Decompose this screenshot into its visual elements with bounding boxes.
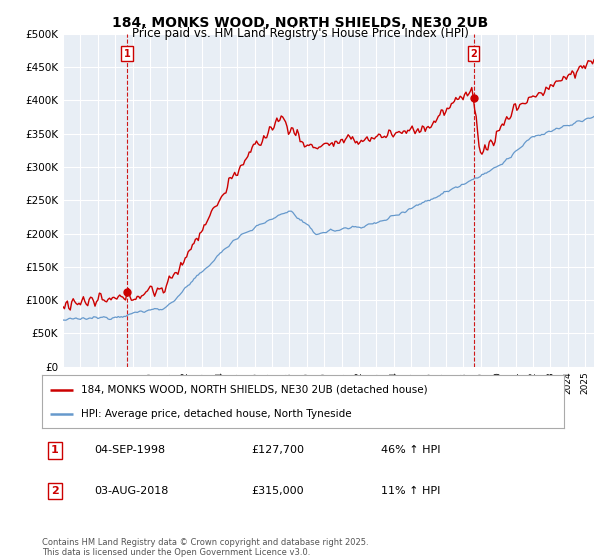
Text: £315,000: £315,000 bbox=[251, 486, 304, 496]
Text: 46% ↑ HPI: 46% ↑ HPI bbox=[382, 445, 441, 455]
Text: Contains HM Land Registry data © Crown copyright and database right 2025.
This d: Contains HM Land Registry data © Crown c… bbox=[42, 538, 368, 557]
Text: 2: 2 bbox=[470, 49, 477, 59]
Text: 1: 1 bbox=[51, 445, 59, 455]
Text: 11% ↑ HPI: 11% ↑ HPI bbox=[382, 486, 440, 496]
Text: Price paid vs. HM Land Registry's House Price Index (HPI): Price paid vs. HM Land Registry's House … bbox=[131, 27, 469, 40]
Text: 184, MONKS WOOD, NORTH SHIELDS, NE30 2UB (detached house): 184, MONKS WOOD, NORTH SHIELDS, NE30 2UB… bbox=[81, 385, 428, 395]
Text: 03-AUG-2018: 03-AUG-2018 bbox=[94, 486, 169, 496]
Text: 184, MONKS WOOD, NORTH SHIELDS, NE30 2UB: 184, MONKS WOOD, NORTH SHIELDS, NE30 2UB bbox=[112, 16, 488, 30]
Text: HPI: Average price, detached house, North Tyneside: HPI: Average price, detached house, Nort… bbox=[81, 409, 352, 419]
Text: 1: 1 bbox=[124, 49, 130, 59]
Text: 04-SEP-1998: 04-SEP-1998 bbox=[94, 445, 166, 455]
Text: 2: 2 bbox=[51, 486, 59, 496]
Text: £127,700: £127,700 bbox=[251, 445, 304, 455]
